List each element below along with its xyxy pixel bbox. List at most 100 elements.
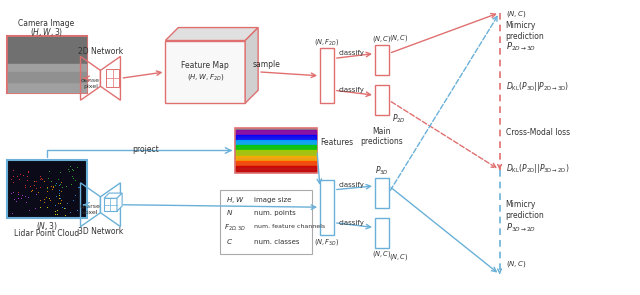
Point bbox=[13, 191, 24, 196]
Point bbox=[47, 187, 58, 191]
Point bbox=[22, 174, 32, 179]
Point bbox=[8, 167, 18, 172]
Point bbox=[20, 194, 30, 198]
Point bbox=[13, 189, 23, 194]
Text: Camera Image: Camera Image bbox=[19, 19, 75, 28]
Point bbox=[53, 177, 63, 181]
Point bbox=[35, 204, 45, 209]
Text: 2D Network: 2D Network bbox=[78, 47, 123, 56]
Text: Mimicry
prediction: Mimicry prediction bbox=[506, 200, 545, 220]
Text: $(H,W,F_{2D})$: $(H,W,F_{2D})$ bbox=[186, 72, 224, 82]
Point bbox=[25, 184, 35, 189]
Point bbox=[52, 212, 62, 217]
Polygon shape bbox=[104, 193, 122, 198]
Text: Features: Features bbox=[321, 138, 353, 147]
Text: Feature Map: Feature Map bbox=[181, 61, 229, 71]
Point bbox=[67, 166, 77, 171]
Point bbox=[74, 185, 84, 190]
Point bbox=[39, 179, 49, 183]
Point bbox=[68, 198, 78, 202]
Point bbox=[36, 175, 46, 180]
Point bbox=[9, 196, 19, 201]
Point bbox=[22, 178, 32, 182]
Bar bbox=[375, 178, 389, 208]
Bar bbox=[320, 48, 334, 103]
Point bbox=[55, 181, 65, 186]
Polygon shape bbox=[100, 183, 120, 227]
Bar bbox=[106, 69, 120, 87]
Text: project: project bbox=[132, 145, 159, 155]
Point bbox=[42, 186, 52, 191]
Point bbox=[53, 196, 63, 201]
Point bbox=[15, 196, 26, 201]
Text: $(N,F_{2D})$: $(N,F_{2D})$ bbox=[314, 37, 340, 47]
Point bbox=[14, 177, 24, 182]
Point bbox=[48, 183, 58, 188]
Point bbox=[72, 208, 83, 212]
Point bbox=[39, 196, 49, 201]
Point bbox=[6, 191, 17, 195]
Text: $D_{\rm KL}(P_{\rm 2D}||P_{\rm 3D\rightarrow 2D})$: $D_{\rm KL}(P_{\rm 2D}||P_{\rm 3D\righta… bbox=[506, 162, 569, 175]
Point bbox=[40, 194, 51, 199]
Bar bbox=[375, 218, 389, 248]
Text: $C$: $C$ bbox=[226, 237, 233, 246]
Text: $N$: $N$ bbox=[226, 208, 234, 217]
Point bbox=[54, 188, 64, 192]
Polygon shape bbox=[117, 193, 122, 211]
Point bbox=[44, 198, 54, 203]
Text: Main
predictions: Main predictions bbox=[360, 127, 403, 146]
Point bbox=[22, 195, 33, 199]
Polygon shape bbox=[165, 27, 258, 40]
Text: dense: dense bbox=[81, 78, 100, 83]
Text: 3D Network: 3D Network bbox=[78, 227, 123, 236]
Point bbox=[67, 167, 77, 172]
Point bbox=[54, 201, 65, 206]
Text: $F_{2D,3D}$: $F_{2D,3D}$ bbox=[224, 222, 246, 232]
Point bbox=[56, 180, 67, 184]
Point bbox=[61, 183, 71, 188]
Point bbox=[62, 201, 72, 206]
Point bbox=[30, 206, 40, 210]
Point bbox=[63, 166, 73, 171]
Point bbox=[69, 177, 79, 182]
Text: $P_{2D}$: $P_{2D}$ bbox=[392, 113, 406, 125]
Point bbox=[48, 185, 58, 189]
Text: $(N,C)$: $(N,C)$ bbox=[372, 34, 392, 44]
Text: $H,W$: $H,W$ bbox=[226, 195, 244, 205]
Text: $D_{\rm KL}(P_{\rm 3D}||P_{\rm 2D\rightarrow 3D})$: $D_{\rm KL}(P_{\rm 3D}||P_{\rm 2D\righta… bbox=[506, 80, 569, 93]
Point bbox=[67, 174, 77, 179]
Text: $P_{2D\rightarrow 3D}$: $P_{2D\rightarrow 3D}$ bbox=[506, 40, 536, 53]
Point bbox=[46, 184, 56, 189]
Point bbox=[24, 208, 35, 213]
Point bbox=[36, 177, 47, 182]
Point bbox=[29, 183, 39, 187]
Point bbox=[54, 183, 65, 187]
Point bbox=[60, 212, 70, 217]
Point bbox=[6, 177, 17, 181]
Point bbox=[43, 176, 53, 181]
Point bbox=[35, 197, 45, 202]
Point bbox=[52, 201, 63, 205]
Point bbox=[55, 196, 65, 201]
Text: $(N,C)$: $(N,C)$ bbox=[506, 260, 526, 269]
Text: num. classes: num. classes bbox=[254, 239, 300, 245]
Point bbox=[35, 174, 45, 179]
Point bbox=[20, 182, 30, 187]
Point bbox=[66, 182, 76, 186]
Point bbox=[28, 188, 38, 192]
Text: num. feature channels: num. feature channels bbox=[254, 224, 325, 229]
Bar bbox=[104, 198, 117, 211]
Bar bbox=[375, 45, 389, 75]
Point bbox=[57, 185, 67, 190]
Text: sample: sample bbox=[252, 60, 280, 69]
Text: $P_{3D\rightarrow 2D}$: $P_{3D\rightarrow 2D}$ bbox=[506, 222, 536, 234]
Point bbox=[8, 189, 18, 194]
Point bbox=[31, 192, 41, 196]
Point bbox=[39, 199, 49, 204]
Text: $(N,C)$: $(N,C)$ bbox=[506, 9, 526, 19]
Point bbox=[51, 194, 61, 199]
Text: $(H,W,3)$: $(H,W,3)$ bbox=[30, 26, 63, 37]
Text: $(N,C)$: $(N,C)$ bbox=[389, 32, 408, 42]
Point bbox=[52, 208, 63, 212]
Point bbox=[75, 181, 85, 186]
